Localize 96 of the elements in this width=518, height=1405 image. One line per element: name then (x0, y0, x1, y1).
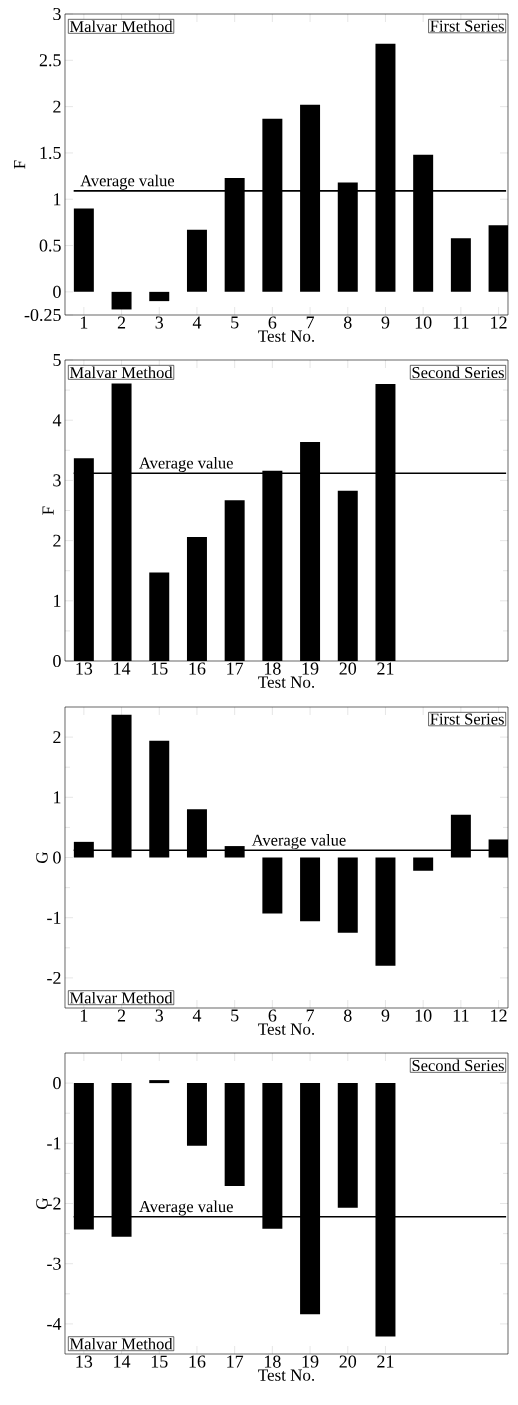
y-tick-label: -1 (47, 1137, 61, 1150)
y-tick-label: 0.5 (39, 239, 61, 252)
y-tick-label: -0.25 (24, 308, 61, 322)
y-tick-label: 4 (52, 414, 62, 427)
x-tick-label: 15 (151, 1355, 168, 1368)
y-tick-label: 0 (53, 1077, 61, 1090)
bar (149, 291, 170, 302)
x-tick-label: 14 (114, 1355, 131, 1368)
y-tick-label: 0 (53, 654, 61, 668)
y-tick-label: -2 (47, 1197, 61, 1210)
y-tick-label: 2.5 (39, 54, 61, 67)
x-tick-label: 4 (192, 1009, 202, 1022)
x-tick-label: 9 (381, 1009, 390, 1022)
x-tick-label: 19 (302, 662, 319, 675)
y-axis-title: F (14, 160, 26, 169)
y-tick-label: -4 (47, 1317, 62, 1330)
y-tick-label: 1 (54, 193, 61, 206)
bar (186, 229, 207, 292)
x-tick-label: 13 (76, 662, 93, 675)
annotation: Malvar Method (69, 20, 173, 33)
x-tick-label: 18 (264, 662, 281, 675)
x-tick-label: 11 (453, 1009, 469, 1022)
ref-line-label: Average value (251, 834, 346, 850)
bar (337, 857, 358, 933)
x-tick-label: 6 (268, 316, 277, 329)
y-tick-label: 1 (54, 791, 61, 804)
annotation: Malvar Method (69, 1337, 173, 1350)
x-tick-label: 20 (339, 1355, 357, 1368)
y-tick-label: 0 (53, 851, 61, 864)
x-tick-label: 17 (227, 1355, 244, 1368)
x-axis-title: Test No. (258, 1369, 315, 1381)
annotation: Malvar Method (69, 991, 173, 1004)
y-tick-label: -2 (47, 971, 61, 984)
y-axis-title: G (36, 1197, 48, 1209)
y-tick-label: 3 (53, 474, 61, 487)
y-tick-label: 2 (53, 100, 61, 113)
x-tick-label: 6 (268, 1009, 277, 1022)
x-tick-label: 2 (117, 316, 126, 329)
x-tick-label: 7 (306, 316, 315, 329)
x-tick-label: 8 (343, 1009, 352, 1022)
x-tick-label: 13 (76, 1355, 93, 1368)
x-tick-label: 18 (264, 1355, 281, 1368)
y-tick-label: -1 (47, 911, 61, 924)
x-tick-label: 5 (231, 316, 239, 329)
x-tick-label: 11 (453, 316, 469, 329)
x-tick-label: 2 (117, 1009, 126, 1022)
x-tick-label: 1 (80, 1009, 88, 1022)
x-tick-label: 21 (377, 662, 394, 675)
ref-line-label: Average value (139, 456, 233, 472)
ref-line-label: Average value (139, 1200, 233, 1216)
x-tick-label: 19 (302, 1355, 319, 1368)
x-tick-label: 20 (339, 662, 357, 675)
bar (450, 238, 471, 292)
ref-line-label: Average value (80, 174, 175, 190)
x-tick-label: 14 (114, 662, 131, 675)
x-tick-label: 3 (155, 1009, 164, 1022)
bar (73, 208, 94, 292)
y-tick-label: 5 (53, 354, 61, 366)
bar (300, 857, 321, 922)
x-tick-label: 15 (151, 662, 168, 675)
y-axis-title: G (36, 851, 48, 863)
x-tick-label: 10 (415, 1009, 432, 1022)
bar (111, 291, 132, 310)
x-tick-label: 12 (491, 316, 507, 329)
y-tick-label: 1.5 (40, 146, 61, 159)
x-tick-label: 8 (343, 316, 352, 329)
x-tick-label: 21 (377, 1355, 394, 1368)
annotation: Malvar Method (69, 366, 173, 379)
bar (375, 857, 396, 966)
annotation: First Series (430, 20, 504, 32)
y-tick-label: -3 (47, 1257, 61, 1270)
x-tick-label: 1 (80, 316, 88, 329)
y-tick-label: 3 (53, 7, 61, 21)
x-tick-label: 5 (231, 1009, 239, 1022)
x-tick-label: 4 (192, 316, 202, 329)
y-tick-label: 0 (53, 285, 61, 298)
x-tick-label: 3 (155, 316, 164, 329)
x-axis-title: Test No. (258, 1023, 315, 1035)
x-axis-title: Test No. (258, 676, 315, 688)
x-tick-label: 9 (381, 316, 390, 329)
annotation: First Series (430, 713, 504, 725)
x-tick-label: 16 (189, 662, 206, 675)
annotation: Second Series (412, 1059, 504, 1072)
y-tick-label: 2 (53, 731, 61, 744)
x-tick-label: 17 (227, 662, 244, 675)
x-axis-title: Test No. (258, 330, 315, 342)
y-tick-label: 1 (54, 594, 61, 607)
y-tick-label: 2 (53, 534, 61, 547)
annotation: Second Series (412, 366, 504, 379)
bar (262, 857, 283, 914)
y-axis-title: F (42, 506, 54, 515)
bar (413, 857, 434, 871)
x-tick-label: 12 (491, 1009, 507, 1022)
x-tick-label: 7 (306, 1009, 315, 1022)
x-tick-label: 16 (189, 1355, 206, 1368)
x-tick-label: 10 (415, 316, 432, 329)
